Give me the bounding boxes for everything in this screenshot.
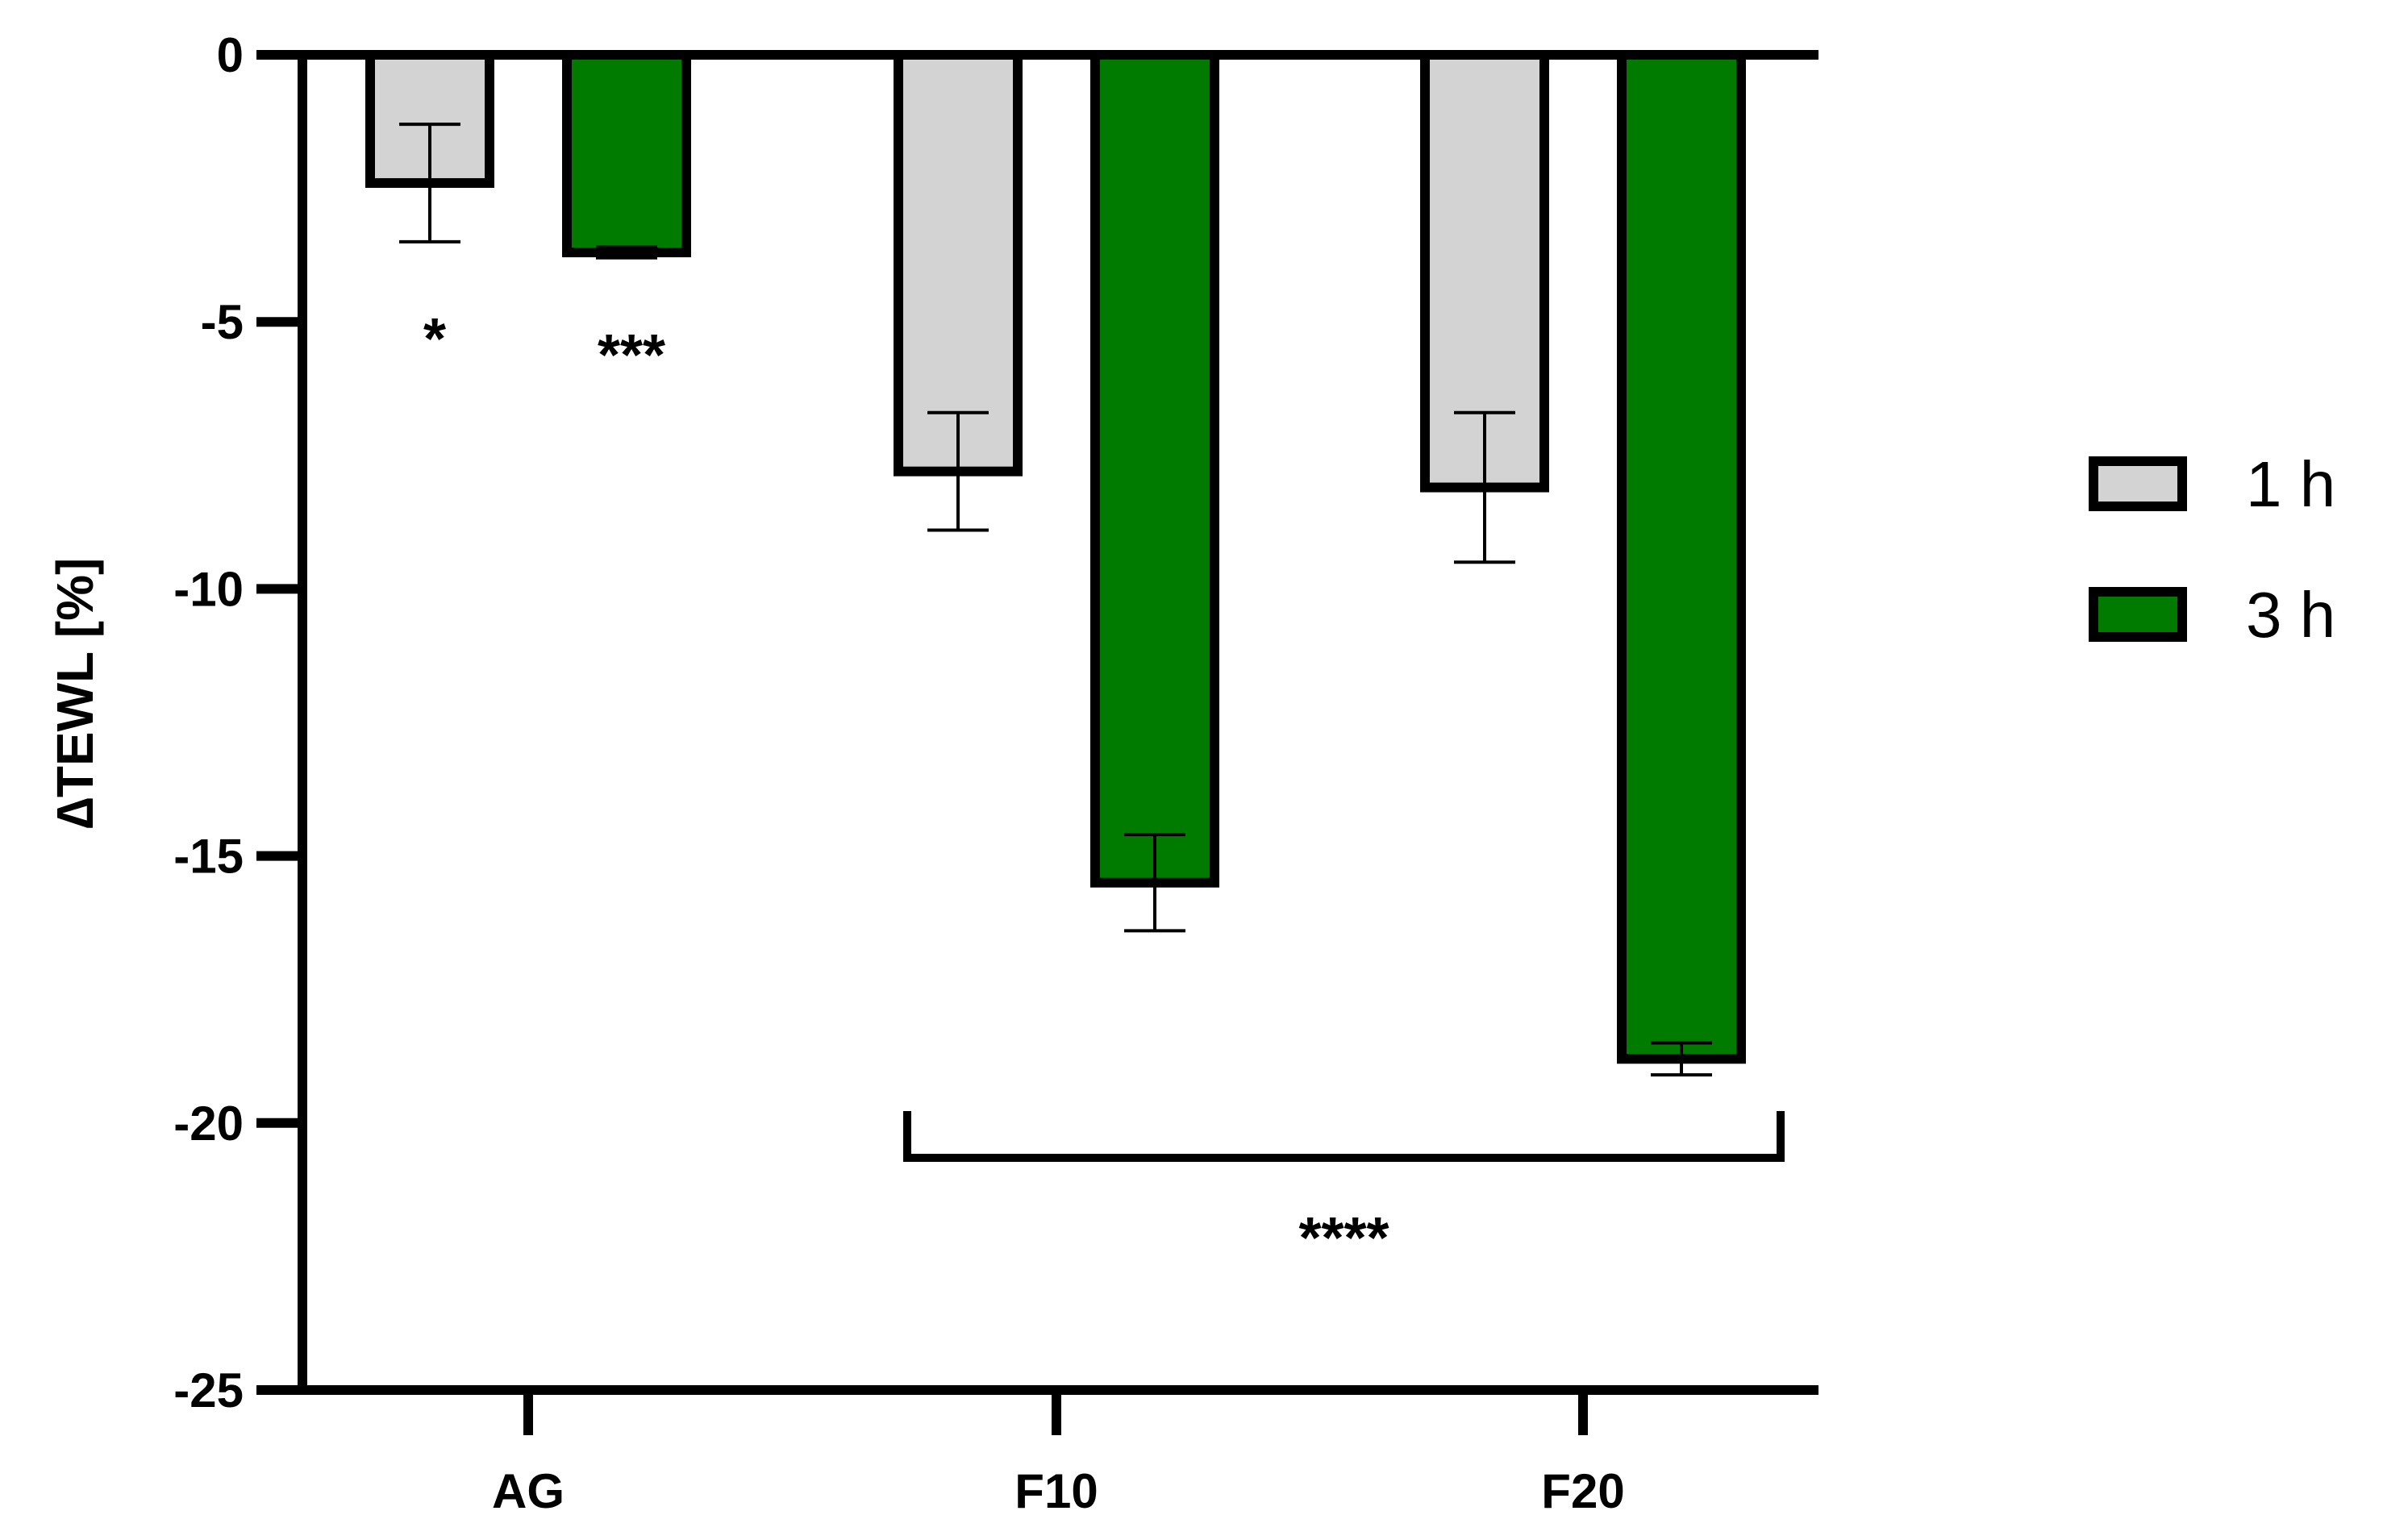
axes: 0 -5 -10 -15 -20 -25 AG F10 F20 <box>173 28 1818 1518</box>
x-tick-label: AG <box>492 1464 565 1518</box>
y-axis-label: ∆TEWL [%] <box>46 558 104 830</box>
y-tick-label: -5 <box>201 295 244 349</box>
bar-1h-F10 <box>894 50 1023 477</box>
y-tick-label: -10 <box>173 562 244 616</box>
significance-bracket <box>903 1111 1785 1162</box>
y-tick-label: 0 <box>217 28 244 82</box>
significance-label: *** <box>598 323 665 388</box>
legend-swatch-1h <box>2089 456 2187 511</box>
legend-label: 1 h <box>2246 448 2335 520</box>
significance-label: * <box>423 307 446 372</box>
error-bars <box>399 123 1712 1077</box>
y-tick-label: -15 <box>173 830 244 884</box>
legend-swatch-3h <box>2089 587 2187 642</box>
legend-label: 3 h <box>2246 579 2335 651</box>
y-tick-label: -20 <box>173 1097 244 1151</box>
significance-annotations: * ******* <box>423 307 1785 1271</box>
bars <box>365 50 1746 1064</box>
x-tick-label: F10 <box>1014 1464 1098 1518</box>
significance-label: **** <box>1298 1206 1389 1271</box>
y-tick-label: -25 <box>173 1363 244 1417</box>
bar-3h-AG <box>562 50 691 258</box>
x-tick-label: F20 <box>1541 1464 1624 1518</box>
legend: 1 h 3 h <box>2089 448 2335 651</box>
bar-3h-F10 <box>1090 50 1219 888</box>
bar-3h-F20 <box>1617 50 1746 1064</box>
